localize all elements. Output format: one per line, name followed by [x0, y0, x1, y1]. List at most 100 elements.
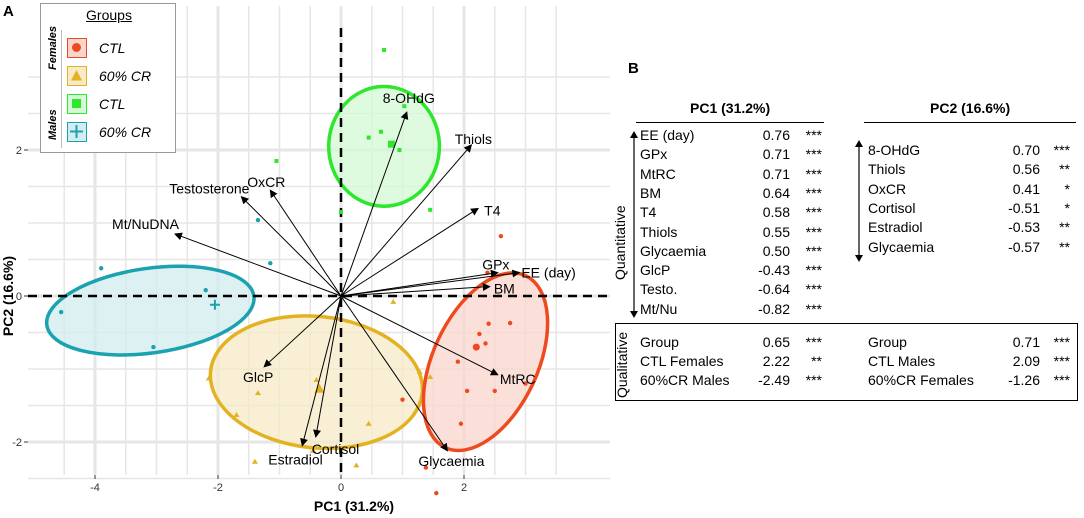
table-cell-variable: GlcP [640, 262, 671, 279]
table-cell-value: 0.50 [762, 242, 790, 259]
loading-label: MtRC [500, 371, 536, 387]
legend-marker-circle [72, 43, 81, 52]
double-arrow-shape [630, 131, 638, 318]
table-cell-significance: *** [1053, 353, 1070, 369]
table-cell-value: 0.71 [762, 146, 790, 163]
pc1-header: PC1 (31.2%) [690, 100, 771, 116]
table-cell-value: 0.76 [762, 127, 790, 143]
loading-arrow [340, 295, 448, 452]
legend-title: Groups [86, 7, 132, 23]
legend-sex-males: Males [47, 109, 59, 140]
legend-label-cr-males: 60% CR [99, 124, 152, 140]
legend-label-ctl-males: CTL [99, 96, 126, 112]
loading-label: Estradiol [268, 452, 322, 468]
table-cell-variable: Cortisol [868, 199, 916, 216]
table-cell-value: -0.57 [1008, 238, 1040, 255]
table-cell-significance: *** [805, 165, 822, 182]
table-cell-variable: Thiols [868, 161, 906, 178]
table-cell-significance: ** [1059, 219, 1070, 236]
table-cell-value: -0.82 [758, 300, 790, 317]
table-cell-value: 0.70 [1012, 142, 1040, 158]
table-cell-significance: *** [805, 242, 822, 259]
table-cell-variable: Group [640, 334, 679, 350]
legend-divider [61, 30, 62, 148]
table-cell-significance: *** [1053, 142, 1070, 158]
table-cell-variable: MtRC [640, 165, 676, 182]
loading-label: T4 [484, 202, 501, 218]
table-cell-variable: 60%CR Males [640, 372, 730, 388]
data-point [274, 158, 279, 163]
loading-label: Thiols [455, 131, 492, 147]
x-tick-label: -2 [213, 482, 223, 494]
table-cell-variable: Estradiol [868, 219, 923, 236]
quantitative-label: Quantitative [612, 205, 628, 280]
panel-b-label: B [628, 60, 639, 77]
table-cell-significance: ** [1059, 161, 1070, 178]
loading-label: Testosterone [169, 181, 249, 197]
y-axis-title: PC2 (16.6%) [0, 256, 16, 336]
pc2-header-rule [864, 122, 1076, 123]
loading-arrow [340, 295, 499, 376]
x-tick-label: -4 [90, 482, 100, 494]
data-point [353, 462, 360, 468]
table-cell-value: -0.43 [758, 262, 790, 279]
data-point [365, 420, 372, 426]
table-cell-value: 0.64 [762, 184, 790, 201]
table-cell-significance: *** [805, 372, 822, 388]
table-cell-significance: ** [1059, 238, 1070, 255]
loading-arrow [240, 196, 342, 297]
pc1-quant-arrow [629, 131, 639, 323]
data-point [492, 388, 497, 394]
double-arrow-shape [855, 140, 863, 262]
group-centroid [387, 140, 395, 148]
data-point [477, 331, 482, 337]
table-cell-value: 2.09 [1012, 353, 1040, 369]
data-point [313, 376, 320, 382]
table-cell-variable: 8-OHdG [868, 142, 921, 158]
data-point [255, 217, 261, 223]
data-point [339, 210, 343, 215]
y-tick-label: 2 [16, 145, 22, 157]
table-cell-value: 0.55 [762, 223, 790, 240]
data-point [310, 447, 317, 453]
x-tick-label: 0 [338, 482, 344, 494]
table-cell-variable: Glycaemia [640, 242, 707, 259]
legend-key-ctl-females [67, 38, 87, 58]
table-cell-variable: T4 [640, 204, 657, 221]
data-point [58, 309, 64, 315]
legend-key-cr-males [67, 122, 87, 142]
table-cell-variable: EE (day) [640, 127, 695, 143]
table-cell-variable: Glycaemia [868, 238, 935, 255]
panel-a-label: A [3, 3, 14, 20]
table-cell-significance: *** [805, 204, 822, 221]
data-point [483, 341, 488, 346]
table-cell-significance: *** [805, 300, 822, 317]
y-tick-label: 0 [16, 291, 22, 303]
table-cell-significance: *** [805, 262, 822, 279]
legend-marker-square [72, 99, 81, 108]
loading-label: EE (day) [521, 265, 575, 281]
table-cell-value: -1.26 [1008, 372, 1040, 388]
loading-label: OxCR [247, 174, 285, 190]
table-cell-value: 0.65 [762, 334, 790, 350]
table-cell-significance: *** [805, 184, 822, 201]
data-point [402, 104, 407, 109]
data-point [382, 47, 387, 52]
loading-label: BM [494, 281, 515, 297]
table-cell-variable: 60%CR Females [868, 372, 974, 388]
legend-label-ctl-females: CTL [99, 40, 126, 56]
data-point [98, 266, 104, 271]
pc2-quant-arrow [854, 140, 864, 267]
table-cell-variable: CTL Males [868, 353, 936, 369]
table-cell-value: 0.58 [762, 204, 790, 221]
loading-arrow [340, 111, 409, 297]
loading-arrow [340, 207, 479, 297]
table-cell-significance: *** [1053, 334, 1070, 350]
table-cell-variable: GPx [640, 146, 668, 163]
qualitative-label: Qualitative [614, 331, 630, 398]
data-point [378, 129, 383, 134]
pc2-header: PC2 (16.6%) [930, 100, 1011, 116]
table-cell-variable: Thiols [640, 223, 678, 240]
pc1-header-rule [636, 122, 824, 123]
loading-label: Mt/NuDNA [112, 216, 180, 232]
